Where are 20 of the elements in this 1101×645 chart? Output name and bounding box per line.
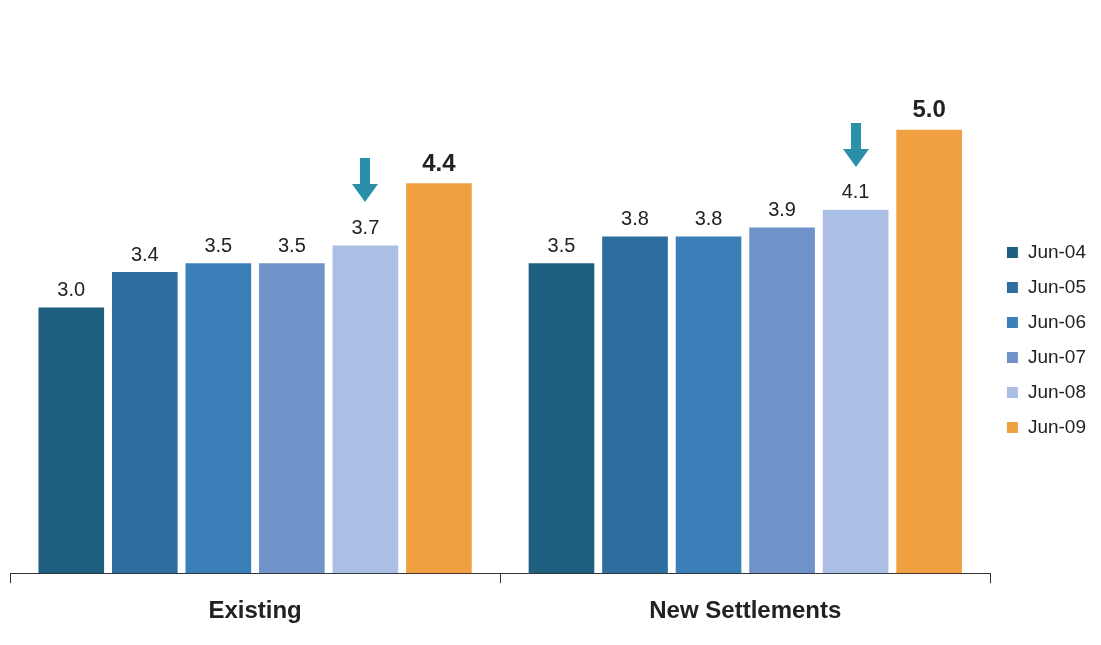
legend-label: Jun-08	[1027, 380, 1087, 402]
legend-label: Jun-09	[1027, 415, 1087, 437]
data-label: 3.8	[694, 207, 723, 230]
data-label: 4.4	[422, 148, 457, 176]
data-label: 3.5	[277, 233, 306, 256]
data-label: 4.1	[841, 180, 870, 203]
legend-label: Jun-04	[1027, 240, 1087, 262]
data-label: 3.5	[547, 233, 576, 256]
legend-label: Jun-06	[1027, 310, 1087, 332]
data-label: 3.4	[130, 242, 159, 265]
x-tick-label: Existing	[208, 596, 302, 624]
data-label: 3.7	[351, 215, 380, 238]
data-label: 5.0	[912, 95, 946, 123]
legend-label: Jun-07	[1027, 345, 1087, 367]
data-label: 3.5	[204, 233, 233, 256]
x-tick-label: New Settlements	[649, 596, 842, 624]
data-label: 3.8	[621, 207, 649, 230]
data-label: 3.9	[768, 198, 796, 221]
data-label: 3.0	[57, 278, 86, 301]
legend-label: Jun-05	[1027, 275, 1087, 297]
